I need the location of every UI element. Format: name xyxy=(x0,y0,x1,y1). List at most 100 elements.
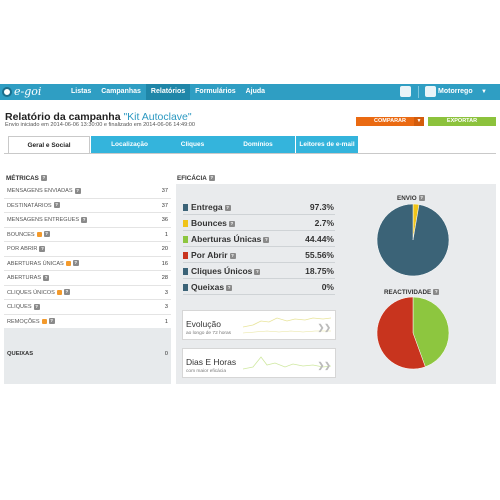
help-icon[interactable]: ? xyxy=(228,220,235,227)
legend-swatch xyxy=(183,284,188,291)
efficacy-label: Cliques Únicos? xyxy=(191,266,261,276)
metric-value: 16 xyxy=(161,260,168,267)
metric-value: 1 xyxy=(164,231,168,238)
efficacy-row-aberturas-unicas: Aberturas Únicas? 44.44% xyxy=(183,232,335,247)
legend-swatch xyxy=(183,220,188,227)
help-icon[interactable]: ? xyxy=(40,175,47,182)
help-icon[interactable]: ? xyxy=(254,268,261,275)
efficacy-value: 44.44% xyxy=(305,234,334,244)
chevron-right-icon[interactable]: ❯❯ xyxy=(317,361,331,370)
tab-localizacao[interactable]: Localização xyxy=(91,136,168,153)
help-icon[interactable]: ? xyxy=(39,245,46,252)
efficacy-row-bounces: Bounces? 2.7% xyxy=(183,216,335,231)
help-icon[interactable]: ? xyxy=(229,252,236,259)
help-icon[interactable]: ? xyxy=(72,260,79,267)
metric-row-aberturas-unicas: ABERTURAS ÚNICAS? 16 xyxy=(4,257,171,271)
metric-label: REMOÇÕES xyxy=(7,318,40,325)
metric-label: MENSAGENS ENVIADAS xyxy=(7,188,73,194)
help-icon[interactable]: ? xyxy=(48,318,55,325)
help-icon[interactable]: ? xyxy=(418,195,425,202)
reactividade-slice-por-abrir[interactable] xyxy=(376,296,426,370)
nav-item-campanhas[interactable]: Campanhas xyxy=(101,88,141,95)
envio-pie-chart xyxy=(376,203,450,277)
help-icon[interactable]: ? xyxy=(43,231,50,238)
reactividade-slice-aberturas-nicas[interactable] xyxy=(412,296,450,368)
metric-value: 0 xyxy=(164,351,168,357)
evolution-card[interactable]: Evolução ao longo de 72 horas ❯❯ xyxy=(182,310,336,340)
help-icon[interactable]: ? xyxy=(433,289,440,296)
tab-leitores-email[interactable]: Leitores de e-mail xyxy=(296,136,358,153)
efficacy-value: 97.3% xyxy=(309,202,334,212)
top-nav-bar xyxy=(0,84,500,100)
efficacy-label-text: Por Abrir xyxy=(191,250,228,260)
rss-feed-icon[interactable] xyxy=(36,231,42,237)
metrics-table: MENSAGENS ENVIADAS? 37 DESTINATÁRIOS? 37 M… xyxy=(4,184,171,329)
efficacy-value: 0% xyxy=(321,282,334,292)
help-icon[interactable]: ? xyxy=(263,236,270,243)
help-icon[interactable]: ? xyxy=(33,303,40,310)
metric-label: DESTINATÁRIOS xyxy=(7,202,52,209)
efficacy-label-text: Cliques Únicos xyxy=(191,266,253,276)
help-icon[interactable]: ? xyxy=(226,284,233,291)
user-avatar-icon[interactable] xyxy=(425,86,436,97)
metric-row-por-abrir: POR ABRIR? 20 xyxy=(4,242,171,257)
user-name[interactable]: Motorrego xyxy=(438,88,473,95)
legend-swatch xyxy=(183,236,188,243)
metric-row-enviadas: MENSAGENS ENVIADAS? 37 xyxy=(4,184,171,199)
efficacy-heading-text: EFICÁCIA xyxy=(177,175,207,182)
metric-label: CLIQUES xyxy=(7,304,32,310)
metric-label: BOUNCES xyxy=(7,231,35,238)
export-button[interactable]: EXPORTAR xyxy=(428,117,496,126)
metric-value: 3 xyxy=(164,289,168,296)
days-hours-card[interactable]: Dias E Horas com maior eficácia ❯❯ xyxy=(182,348,336,378)
help-icon[interactable]: ? xyxy=(208,175,215,182)
apps-icon[interactable] xyxy=(400,86,411,97)
send-period: Envio iniciado em 2014-06-06 13:30:00 e … xyxy=(5,122,196,128)
chevron-right-icon[interactable]: ❯❯ xyxy=(317,323,331,332)
rss-feed-icon[interactable] xyxy=(56,289,62,295)
help-icon[interactable]: ? xyxy=(43,274,50,281)
evolution-caption: ao longo de 72 horas xyxy=(186,331,232,336)
help-icon[interactable]: ? xyxy=(224,204,231,211)
rss-feed-icon[interactable] xyxy=(65,260,71,266)
toolbar-divider xyxy=(418,86,419,98)
metric-value: 1 xyxy=(164,318,168,325)
efficacy-value: 18.75% xyxy=(305,266,334,276)
tab-dominios[interactable]: Domínios xyxy=(221,136,295,153)
efficacy-value: 55.56% xyxy=(305,250,334,260)
metric-row-cliques-unicos: CLIQUES ÚNICOS? 3 xyxy=(4,286,171,300)
nav-item-relatorios[interactable]: Relatórios xyxy=(145,84,191,100)
egoi-logo[interactable]: e-goi xyxy=(2,85,44,98)
tab-geral-social[interactable]: Geral e Social xyxy=(8,136,90,154)
help-icon[interactable]: ? xyxy=(53,202,60,209)
help-icon[interactable]: ? xyxy=(63,289,70,296)
efficacy-label-text: Aberturas Únicas xyxy=(191,234,262,244)
compare-button[interactable]: COMPARAR ▼ xyxy=(356,117,424,126)
help-icon[interactable]: ? xyxy=(81,216,88,223)
metric-value: 37 xyxy=(161,202,168,209)
nav-item-ajuda[interactable]: Ajuda xyxy=(245,88,266,95)
envio-slice-entrega[interactable] xyxy=(376,203,450,277)
metric-row-entregues: MENSAGENS ENTREGUES? 36 xyxy=(4,213,171,228)
efficacy-value: 2.7% xyxy=(314,218,334,228)
metric-row-cliques: CLIQUES? 3 xyxy=(4,300,171,315)
metric-label: POR ABRIR xyxy=(7,246,38,252)
efficacy-label: Bounces? xyxy=(191,218,235,228)
compare-dropdown-icon[interactable]: ▼ xyxy=(414,117,424,126)
rss-feed-icon[interactable] xyxy=(41,318,47,324)
legend-swatch xyxy=(183,204,188,211)
legend-swatch xyxy=(183,252,188,259)
legend-swatch xyxy=(183,268,188,275)
reactividade-pie-chart xyxy=(376,296,450,370)
efficacy-heading: EFICÁCIA? xyxy=(177,175,215,182)
metric-value: 37 xyxy=(161,188,168,194)
campaign-name: "Kit Autoclave" xyxy=(123,111,192,123)
efficacy-label: Queixas? xyxy=(191,282,233,292)
nav-item-formularios[interactable]: Formulários xyxy=(195,88,236,95)
help-icon[interactable]: ? xyxy=(74,187,81,194)
tab-cliques[interactable]: Cliques xyxy=(154,136,231,153)
chevron-down-icon[interactable]: ▼ xyxy=(481,89,487,95)
metric-value: 20 xyxy=(161,246,168,252)
nav-item-listas[interactable]: Listas xyxy=(71,88,92,95)
